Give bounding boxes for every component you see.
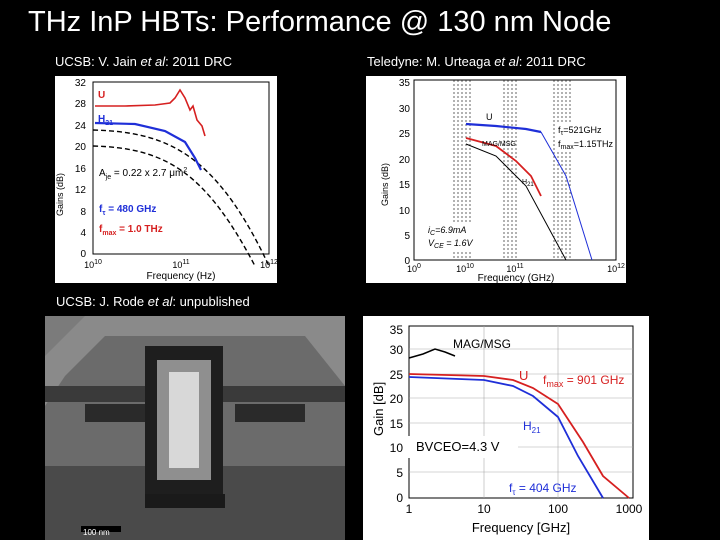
y-axis-label: Gains (dB) [55, 173, 65, 216]
x-axis-label: Frequency [GHz] [472, 520, 570, 535]
ft-label: fτ=521GHz [558, 125, 602, 137]
ic-label: iC=6.9mA [428, 225, 466, 237]
ytick: 0 [404, 256, 410, 267]
asymptote-line [92, 145, 256, 267]
chart-teledyne-gain: 0 5 10 15 20 25 30 35 100 1010 1011 1012… [366, 76, 626, 283]
caption-ucsb-rode: UCSB: J. Rode et al: unpublished [56, 294, 250, 309]
label-mag: MAG/MSG [482, 141, 516, 148]
ytick: 8 [80, 207, 86, 218]
y-axis-label: Gain [dB] [371, 382, 386, 436]
ytick: 20 [399, 155, 411, 166]
ytick: 5 [404, 231, 410, 242]
xtick: 1000 [616, 502, 643, 516]
x-axis-label: Frequency (GHz) [478, 273, 555, 283]
ytick: 15 [399, 180, 411, 191]
ytick: 10 [399, 206, 411, 217]
series-mag-line [465, 137, 542, 197]
series-u-line [408, 373, 630, 499]
y-axis-label: Gains (dB) [380, 163, 390, 206]
ytick: 12 [75, 185, 87, 196]
xtick: 1010 [456, 263, 474, 274]
chart-ucsb-gain: 0 4 8 12 16 20 24 28 32 1010 1011 1012 F… [55, 76, 277, 283]
ytick: 25 [390, 368, 404, 382]
label-h21: H21 [523, 419, 541, 435]
xtick: 100 [407, 263, 421, 274]
series-u-line [95, 88, 206, 137]
ytick: 30 [390, 343, 404, 357]
asymptote-line [92, 129, 270, 267]
xtick: 1 [406, 502, 413, 516]
ytick: 24 [75, 121, 87, 132]
ft-label: fτ = 480 GHz [99, 204, 156, 217]
xtick: 1010 [84, 259, 102, 270]
chart-rode-gain: 0 5 10 15 20 25 30 35 1 10 100 1000 Freq… [363, 316, 649, 540]
ytick: 20 [75, 142, 87, 153]
xtick: 10 [477, 502, 491, 516]
caption-teledyne: Teledyne: M. Urteaga et al: 2011 DRC [367, 54, 586, 69]
ytick: 0 [80, 249, 86, 260]
fmax-label: fmax = 1.0 THz [99, 224, 163, 237]
series-h21-line [465, 143, 567, 261]
scale-bar-label: 100 nm [83, 528, 110, 537]
label-u: U [519, 368, 528, 383]
ytick: 20 [390, 392, 404, 406]
emitter-area-label: Aje = 0.22 x 2.7 μm2 [99, 167, 187, 181]
bias-box [426, 222, 480, 250]
caption-ucsb-jain: UCSB: V. Jain et al: 2011 DRC [55, 54, 233, 69]
label-h21: H21 [522, 179, 534, 188]
slide-title: THz InP HBTs: Performance @ 130 nm Node [28, 6, 612, 38]
ytick: 28 [75, 99, 87, 110]
fmax-label: fmax = 901 GHz [543, 373, 624, 389]
ytick: 5 [396, 466, 403, 480]
series-u-line [465, 122, 542, 134]
series-h21-line [94, 121, 202, 171]
ft-label: fτ = 404 GHz [509, 481, 577, 497]
ytick: 16 [75, 164, 87, 175]
bvceo-label: BVCEO=4.3 V [408, 436, 518, 458]
xtick: 1012 [607, 263, 625, 274]
ytick: 0 [396, 491, 403, 505]
ytick: 30 [399, 104, 411, 115]
label-mag: MAG/MSG [453, 337, 511, 351]
label-u: U [98, 90, 105, 101]
ytick: 35 [399, 78, 411, 89]
series-u-extrapolation [540, 131, 593, 261]
label-h21: H21 [98, 114, 113, 127]
label-u: U [486, 112, 493, 122]
ytick: 15 [390, 417, 404, 431]
xtick: 1011 [172, 259, 189, 270]
ytick: 4 [80, 228, 86, 239]
tem-micrograph: 100 nm [45, 316, 345, 540]
x-axis-label: Frequency (Hz) [147, 271, 216, 282]
ytick: 10 [390, 441, 404, 455]
ytick: 25 [399, 129, 411, 140]
xtick: 100 [548, 502, 568, 516]
series-mag-line [408, 348, 456, 359]
series-h21-line [408, 376, 604, 499]
freq-box [556, 122, 614, 152]
ytick: 35 [390, 323, 404, 337]
ytick: 32 [75, 78, 87, 89]
xtick: 1011 [506, 263, 523, 274]
